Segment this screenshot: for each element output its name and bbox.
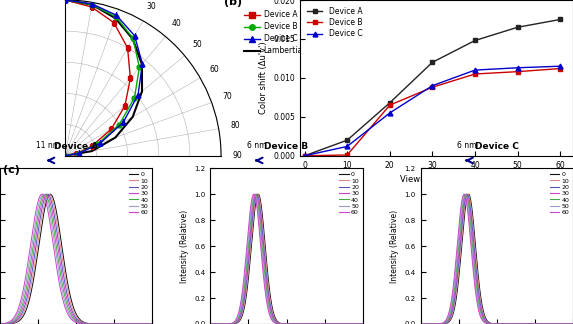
- Device A: [472, 39, 478, 42]
- Device A: [429, 60, 436, 64]
- Device A: [514, 25, 521, 29]
- Legend: 0, 10, 20, 30, 40, 50, 60: 0, 10, 20, 30, 40, 50, 60: [128, 171, 150, 216]
- Device C: [301, 154, 308, 158]
- Device B: [472, 72, 478, 76]
- Y-axis label: Color shift (Δu'v'): Color shift (Δu'v'): [259, 41, 268, 114]
- Title: Device C: Device C: [475, 142, 519, 151]
- Device A: [557, 17, 564, 21]
- Device B: [301, 154, 308, 158]
- X-axis label: Viewing angle (°): Viewing angle (°): [401, 175, 473, 184]
- Y-axis label: Intensity (Relative): Intensity (Relative): [180, 210, 189, 283]
- Device C: [344, 145, 351, 148]
- Device C: [472, 68, 478, 72]
- Device A: [344, 138, 351, 142]
- Device B: [386, 103, 393, 107]
- Device A: [386, 101, 393, 105]
- Device C: [514, 66, 521, 70]
- Title: Device A: Device A: [54, 142, 99, 151]
- Y-axis label: Intensity (Relative): Intensity (Relative): [390, 210, 399, 283]
- Text: (b): (b): [224, 0, 242, 7]
- Text: 6 nm: 6 nm: [247, 141, 266, 150]
- Legend: Device A, Device B, Device C, Lambertian: Device A, Device B, Device C, Lambertian: [245, 10, 308, 55]
- Title: Device B: Device B: [264, 142, 309, 151]
- Line: Device C: Device C: [302, 64, 563, 158]
- Text: (c): (c): [3, 165, 19, 175]
- Device B: [344, 153, 351, 157]
- Device C: [557, 64, 564, 68]
- Legend: 0, 10, 20, 30, 40, 50, 60: 0, 10, 20, 30, 40, 50, 60: [549, 171, 570, 216]
- Legend: Device A, Device B, Device C: Device A, Device B, Device C: [304, 4, 365, 41]
- Line: Device A: Device A: [302, 17, 563, 158]
- Device A: [301, 154, 308, 158]
- Device B: [557, 67, 564, 71]
- Device B: [514, 70, 521, 74]
- Text: 6 nm: 6 nm: [457, 141, 477, 150]
- Device C: [429, 84, 436, 87]
- Line: Device B: Device B: [302, 66, 563, 158]
- Text: 11 nm: 11 nm: [36, 141, 60, 150]
- Device C: [386, 111, 393, 115]
- Legend: 0, 10, 20, 30, 40, 50, 60: 0, 10, 20, 30, 40, 50, 60: [339, 171, 360, 216]
- Device B: [429, 85, 436, 89]
